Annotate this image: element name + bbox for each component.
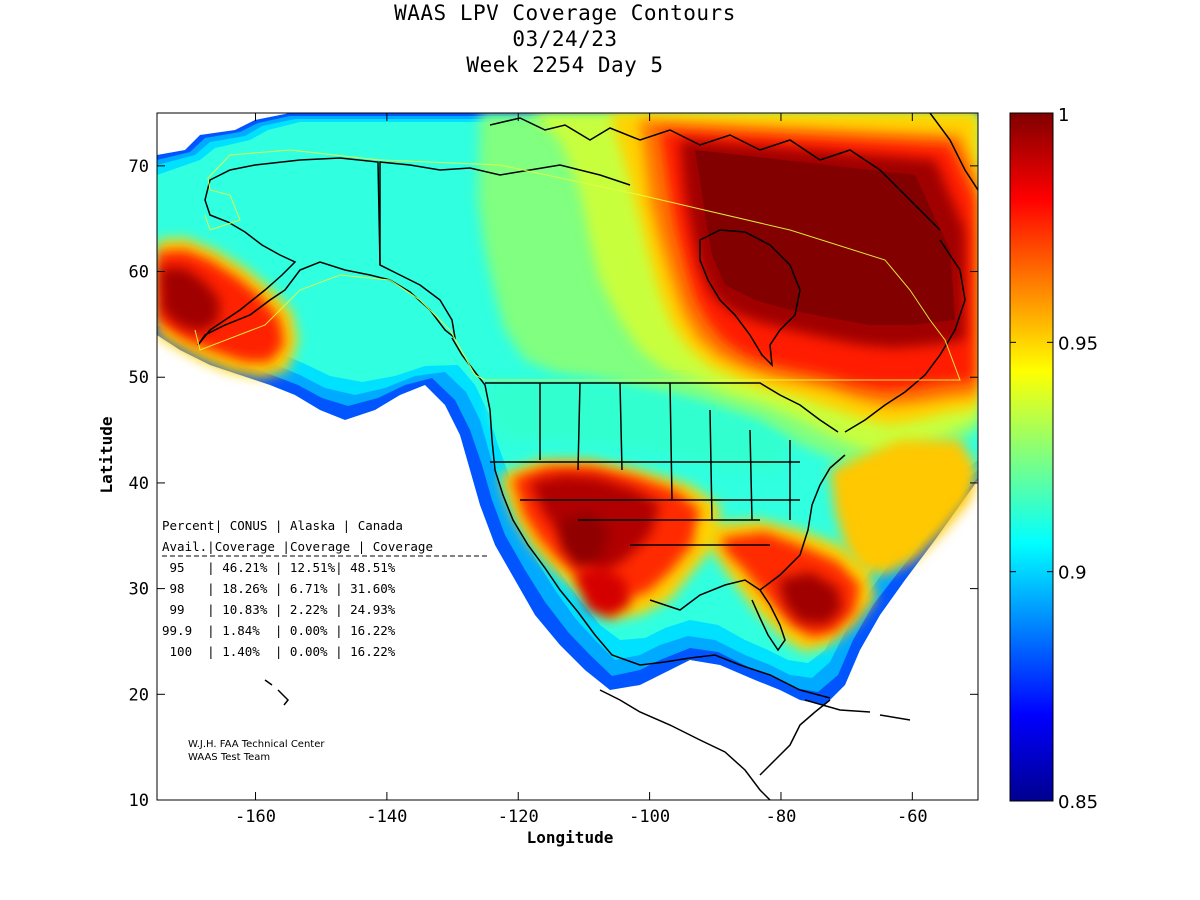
colorbar-tick-label: 0.85	[1058, 792, 1098, 813]
x-axis-ticks: -160 -140 -120 -100 -80 -60	[235, 113, 928, 827]
table-row: 99 | 10.83% | 2.22% | 24.93%	[162, 602, 396, 617]
table-header-row-2: Avail.|Coverage |Coverage | Coverage	[162, 539, 433, 554]
table-row: 95 | 46.21% | 12.51%| 48.51%	[162, 560, 396, 575]
y-tick-label: 70	[129, 157, 149, 177]
y-axis-ticks: 10 20 30 40 50 60 70	[129, 157, 978, 811]
x-tick-label: -160	[235, 807, 276, 827]
x-tick-label: -140	[366, 807, 407, 827]
x-tick-label: -120	[498, 807, 539, 827]
colorbar-tick-label: 0.9	[1058, 563, 1087, 584]
x-tick-label: -60	[897, 807, 928, 827]
y-tick-label: 30	[129, 580, 149, 600]
table-row: 98 | 18.26% | 6.71% | 31.60%	[162, 581, 396, 596]
table-rows: 95 | 46.21% | 12.51%| 48.51% 98 | 18.26%…	[162, 560, 396, 659]
x-tick-label: -80	[766, 807, 797, 827]
coastline-borders	[197, 113, 978, 800]
x-axis-label: Longitude	[527, 828, 614, 847]
credit-team: WAAS Test Team	[188, 752, 270, 763]
y-axis-label: Latitude	[97, 416, 116, 493]
coverage-table: Percent| CONUS | Alaska | Canada Avail.|…	[162, 518, 490, 659]
colorbar-tick-label: 0.95	[1058, 333, 1098, 354]
y-tick-label: 50	[129, 368, 149, 388]
plot-frame	[156, 112, 979, 801]
y-tick-label: 10	[129, 791, 149, 811]
colorbar	[1009, 112, 1054, 802]
colorbar-tick-label: 1	[1058, 105, 1069, 126]
table-row: 100 | 1.40% | 0.00% | 16.22%	[162, 644, 396, 659]
y-tick-label: 20	[129, 685, 149, 705]
table-header-row-1: Percent| CONUS | Alaska | Canada	[162, 518, 403, 533]
table-header-coverage-alaska: Coverage	[290, 539, 350, 554]
x-tick-label: -100	[629, 807, 670, 827]
y-tick-label: 40	[129, 474, 149, 494]
y-tick-label: 60	[129, 263, 149, 283]
credit-center: W.J.H. FAA Technical Center	[188, 739, 325, 750]
table-header-canada: Canada	[358, 518, 403, 533]
chart-week: Week 2254 Day 5	[466, 53, 664, 77]
coverage-field	[157, 113, 978, 705]
colorbar-ticks: 0.85 0.9 0.95 1	[1010, 105, 1098, 813]
service-volume-outline	[194, 149, 961, 381]
table-header-conus: CONUS	[230, 518, 268, 533]
table-header-alaska: Alaska	[290, 518, 335, 533]
table-header-coverage-conus: Coverage	[215, 539, 275, 554]
table-header-percent: Percent	[162, 518, 215, 533]
table-header-avail: Avail.	[162, 539, 207, 554]
chart-title: WAAS LPV Coverage Contours	[394, 1, 736, 25]
chart-date: 03/24/23	[512, 27, 618, 51]
table-header-coverage-canada: Coverage	[373, 539, 433, 554]
table-row: 99.9 | 1.84% | 0.00% | 16.22%	[162, 623, 396, 638]
